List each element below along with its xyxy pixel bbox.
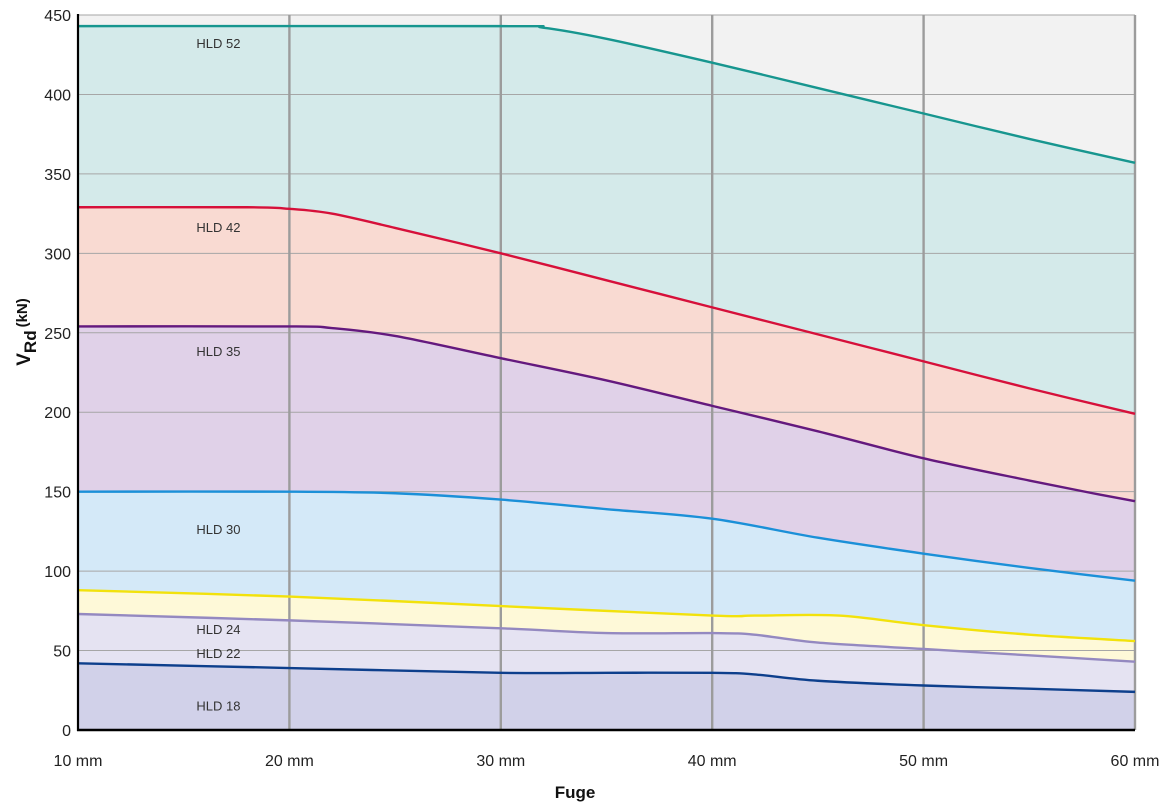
y-tick-label: 350 <box>44 167 71 184</box>
series-label: HLD 42 <box>196 220 240 235</box>
x-tick-label: 60 mm <box>1111 753 1160 770</box>
series-label: HLD 18 <box>196 698 240 713</box>
line-hld-35 <box>77 325 1136 503</box>
y-tick-label: 50 <box>53 644 71 661</box>
series-label: HLD 24 <box>196 622 240 637</box>
y-tick-label: 300 <box>44 246 71 263</box>
series-label: HLD 35 <box>196 344 240 359</box>
x-tick-label: 30 mm <box>476 753 525 770</box>
x-tick-labels: 10 mm 20 mm 30 mm 40 mm 50 mm 60 mm <box>54 753 1160 770</box>
series-lines <box>77 24 1136 694</box>
series-label: HLD 30 <box>196 522 240 537</box>
y-tick-label: 100 <box>44 564 71 581</box>
line-hld-24 <box>77 588 1136 643</box>
x-tick-label: 40 mm <box>688 753 737 770</box>
line-hld-42 <box>77 205 1136 415</box>
series-labels: HLD 52 HLD 42 HLD 35 HLD 30 HLD 24 HLD 22 HLD … <box>196 36 240 714</box>
line-hld-30 <box>77 490 1136 582</box>
y-axis-title-main: V <box>14 353 35 366</box>
line-hld-52 <box>77 24 1136 164</box>
line-hld-18 <box>77 662 1136 694</box>
y-tick-label: 0 <box>62 723 71 740</box>
y-tick-label: 450 <box>44 8 71 25</box>
y-tick-labels: 0 50 100 150 200 250 300 350 400 450 <box>44 8 71 740</box>
x-tick-label: 10 mm <box>54 753 103 770</box>
line-hld-22 <box>77 612 1136 663</box>
x-tick-label: 50 mm <box>899 753 948 770</box>
y-tick-label: 250 <box>44 326 71 343</box>
y-axis-title-sub: Rd <box>21 330 40 353</box>
y-axis-title-unit: (kN) <box>14 298 31 327</box>
x-axis-title: Fuge <box>555 783 596 802</box>
y-axis-title: VRd (kN) <box>14 298 40 366</box>
vertical-gridlines <box>288 15 1137 730</box>
y-tick-label: 150 <box>44 485 71 502</box>
series-label: HLD 22 <box>196 646 240 661</box>
area-hld-18 <box>78 663 1135 730</box>
y-tick-label: 400 <box>44 87 71 104</box>
axes <box>76 14 1135 732</box>
horizontal-gridlines <box>78 14 1135 652</box>
y-tick-label: 200 <box>44 405 71 422</box>
series-label: HLD 52 <box>196 36 240 51</box>
x-tick-label: 20 mm <box>265 753 314 770</box>
